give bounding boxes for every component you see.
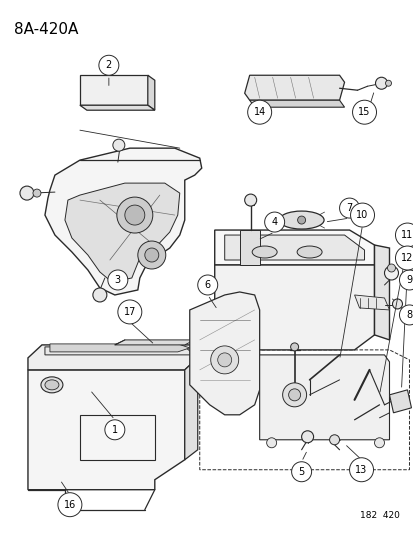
Circle shape: [339, 198, 358, 218]
Polygon shape: [389, 390, 411, 413]
Circle shape: [138, 241, 165, 269]
Text: 9: 9: [406, 275, 411, 285]
Circle shape: [352, 100, 375, 124]
Circle shape: [301, 431, 313, 443]
Text: 14: 14: [253, 107, 265, 117]
Circle shape: [247, 100, 271, 124]
Polygon shape: [259, 355, 389, 440]
Circle shape: [384, 266, 398, 280]
Polygon shape: [80, 75, 147, 105]
Polygon shape: [249, 100, 344, 107]
Polygon shape: [45, 148, 201, 295]
Polygon shape: [214, 230, 374, 265]
Circle shape: [118, 300, 142, 324]
Circle shape: [108, 270, 128, 290]
Text: 3: 3: [114, 275, 121, 285]
Text: 2: 2: [105, 60, 112, 70]
Text: 8: 8: [406, 310, 411, 320]
Circle shape: [399, 305, 413, 325]
Circle shape: [288, 389, 300, 401]
Circle shape: [125, 205, 145, 225]
Circle shape: [99, 55, 119, 75]
Ellipse shape: [297, 246, 321, 258]
Polygon shape: [244, 75, 344, 100]
Text: 4: 4: [271, 217, 277, 227]
Circle shape: [113, 139, 125, 151]
Circle shape: [394, 246, 413, 270]
Circle shape: [197, 275, 217, 295]
Circle shape: [20, 186, 34, 200]
Circle shape: [349, 458, 373, 482]
Ellipse shape: [41, 377, 63, 393]
Polygon shape: [45, 347, 194, 355]
Circle shape: [116, 197, 152, 233]
Text: 13: 13: [354, 465, 367, 475]
Polygon shape: [114, 340, 194, 345]
Circle shape: [350, 203, 374, 227]
Ellipse shape: [45, 380, 59, 390]
Polygon shape: [80, 105, 154, 110]
Circle shape: [399, 270, 413, 290]
Text: 16: 16: [64, 500, 76, 510]
Circle shape: [329, 435, 339, 445]
Text: 11: 11: [400, 230, 413, 240]
Polygon shape: [239, 230, 259, 265]
Polygon shape: [50, 344, 189, 352]
Circle shape: [93, 288, 107, 302]
Polygon shape: [189, 292, 259, 415]
Circle shape: [244, 194, 256, 206]
Text: 5: 5: [298, 467, 304, 477]
Circle shape: [58, 492, 82, 516]
Circle shape: [374, 438, 384, 448]
Text: 6: 6: [204, 280, 210, 290]
Circle shape: [33, 189, 41, 197]
Text: 15: 15: [358, 107, 370, 117]
Ellipse shape: [252, 246, 276, 258]
Polygon shape: [147, 75, 154, 110]
Circle shape: [291, 462, 311, 482]
Text: 7: 7: [346, 203, 352, 213]
Text: 10: 10: [356, 210, 368, 220]
Circle shape: [210, 346, 238, 374]
Ellipse shape: [278, 211, 323, 229]
Circle shape: [385, 80, 391, 86]
Circle shape: [217, 353, 231, 367]
Polygon shape: [28, 370, 184, 490]
Circle shape: [375, 77, 387, 89]
Polygon shape: [224, 235, 364, 260]
Circle shape: [290, 343, 298, 351]
Polygon shape: [214, 265, 374, 350]
Circle shape: [266, 438, 276, 448]
Polygon shape: [354, 295, 389, 310]
Text: 17: 17: [123, 307, 136, 317]
Polygon shape: [184, 358, 197, 460]
Polygon shape: [28, 345, 197, 370]
Text: 182  420: 182 420: [359, 511, 399, 520]
Text: 8A-420A: 8A-420A: [14, 22, 78, 37]
Circle shape: [104, 420, 125, 440]
Text: 12: 12: [400, 253, 413, 263]
Circle shape: [394, 223, 413, 247]
Circle shape: [264, 212, 284, 232]
Polygon shape: [65, 183, 179, 282]
Circle shape: [297, 216, 305, 224]
Polygon shape: [374, 245, 389, 340]
Circle shape: [387, 264, 394, 272]
Circle shape: [145, 248, 159, 262]
Circle shape: [282, 383, 306, 407]
Text: 1: 1: [112, 425, 118, 435]
Circle shape: [392, 299, 401, 309]
